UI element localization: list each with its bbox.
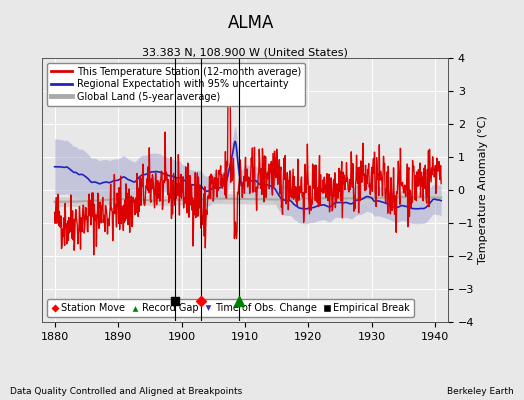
Text: Berkeley Earth: Berkeley Earth [447, 387, 514, 396]
Legend: Station Move, Record Gap, Time of Obs. Change, Empirical Break: Station Move, Record Gap, Time of Obs. C… [47, 299, 414, 317]
Text: Data Quality Controlled and Aligned at Breakpoints: Data Quality Controlled and Aligned at B… [10, 387, 243, 396]
Title: 33.383 N, 108.900 W (United States): 33.383 N, 108.900 W (United States) [142, 47, 348, 57]
Text: ALMA: ALMA [228, 14, 275, 32]
Y-axis label: Temperature Anomaly (°C): Temperature Anomaly (°C) [478, 116, 488, 264]
